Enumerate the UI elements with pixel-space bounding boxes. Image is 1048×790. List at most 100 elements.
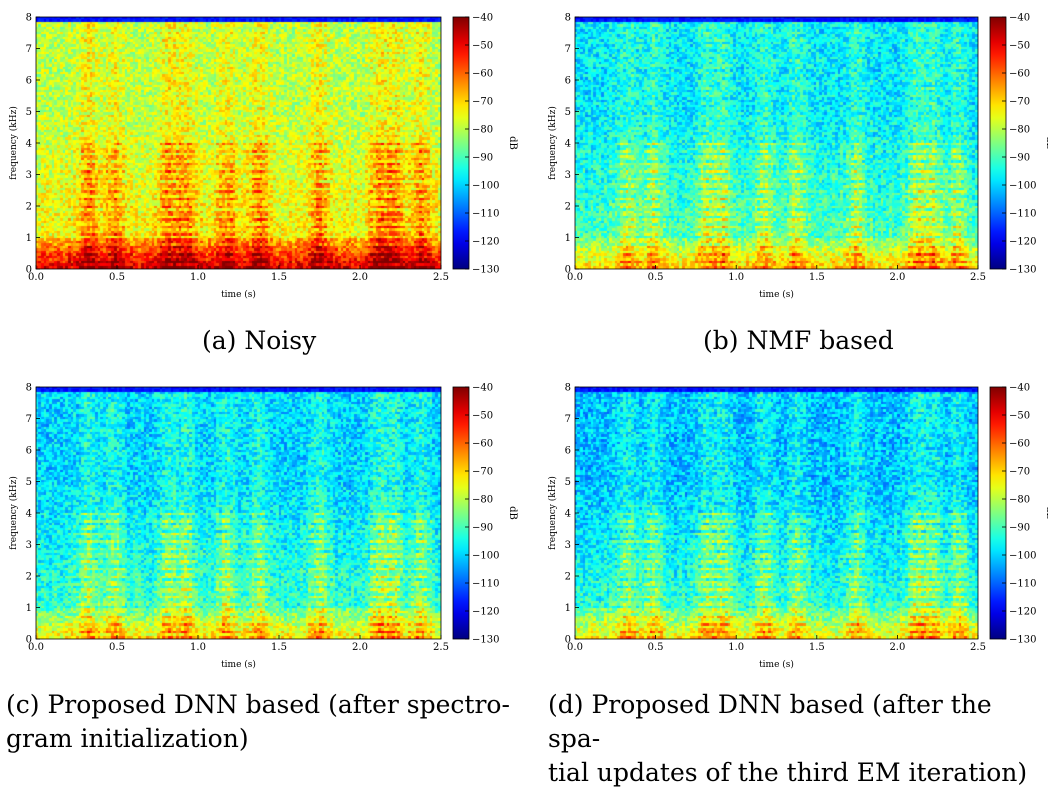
y-tick-label: 7 xyxy=(565,414,571,425)
y-tick-label: 6 xyxy=(26,446,32,457)
x-tick-label: 2.0 xyxy=(352,642,368,653)
colorbar-tick-label: −50 xyxy=(472,41,493,52)
y-tick-label: 1 xyxy=(26,603,32,614)
colorbar-tick-label: −100 xyxy=(1009,551,1036,562)
colorbar-tick-label: −80 xyxy=(472,125,493,136)
colorbar-tick-label: −110 xyxy=(1009,579,1036,590)
colorbar-label: dB xyxy=(507,506,518,520)
y-tick-label: 5 xyxy=(565,107,571,118)
colorbar-tick-label: −60 xyxy=(472,69,493,80)
colorbar-tick-label: −110 xyxy=(1009,209,1036,220)
x-tick-label: 0.0 xyxy=(567,272,583,283)
y-tick-label: 3 xyxy=(565,540,571,551)
y-tick-label: 4 xyxy=(26,509,32,520)
x-tick-label: 2.5 xyxy=(433,272,449,283)
x-tick-label: 2.5 xyxy=(970,642,986,653)
caption-c: (c) Proposed DNN based (after spectro- g… xyxy=(6,688,526,756)
colorbar-a xyxy=(452,16,470,270)
caption-d-line2: tial updates of the third EM iteration) xyxy=(548,758,1028,787)
colorbar-tick-label: −90 xyxy=(1009,523,1030,534)
x-tick-label: 0.5 xyxy=(648,272,664,283)
colorbar-tick-label: −130 xyxy=(1009,635,1036,646)
colorbar-tick-label: −100 xyxy=(1009,181,1036,192)
y-axis-label: frequency (kHz) xyxy=(547,476,558,550)
colorbar-tick-label: −50 xyxy=(1009,41,1030,52)
y-tick-label: 2 xyxy=(565,202,571,213)
x-tick-label: 2.5 xyxy=(970,272,986,283)
chart-a: 0.0 0.5 1.0 1.5 2.0 2.5 time (s) 0 1 2 3 4 5 6 7 8 frequ… xyxy=(8,13,518,301)
heatmap-c xyxy=(36,387,441,639)
x-axis-label: time (s) xyxy=(759,289,794,300)
y-tick-label: 1 xyxy=(565,603,571,614)
y-tick-label: 7 xyxy=(565,44,571,55)
x-tick-label: 0.0 xyxy=(28,642,44,653)
y-axis-label: frequency (kHz) xyxy=(547,106,558,180)
y-tick-label: 2 xyxy=(565,572,571,583)
y-tick-label: 3 xyxy=(26,170,32,181)
colorbar-tick-label: −50 xyxy=(1009,411,1030,422)
colorbar-c xyxy=(452,386,470,640)
colorbar-tick-label: −130 xyxy=(1009,265,1036,276)
y-tick-label: 0 xyxy=(565,265,571,276)
colorbar-tick-label: −120 xyxy=(1009,237,1036,248)
y-tick-label: 1 xyxy=(565,233,571,244)
x-tick-label: 2.5 xyxy=(433,642,449,653)
colorbar-tick-label: −80 xyxy=(472,495,493,506)
y-tick-label: 3 xyxy=(26,540,32,551)
x-tick-label: 1.5 xyxy=(271,272,287,283)
colorbar-tick-label: −40 xyxy=(472,383,493,394)
x-tick-label: 0.0 xyxy=(28,272,44,283)
caption-b: (b) NMF based xyxy=(703,326,894,355)
x-tick-label: 2.0 xyxy=(889,272,905,283)
chart-d: 0.0 0.5 1.0 1.5 2.0 2.5 time (s) 0 1 2 3 4 5 6 7 8 frequ… xyxy=(547,383,1048,671)
colorbar-tick-label: −120 xyxy=(1009,607,1036,618)
colorbar-tick-label: −80 xyxy=(1009,125,1030,136)
y-tick-label: 1 xyxy=(26,233,32,244)
x-axis-label: time (s) xyxy=(221,289,256,300)
colorbar-tick-label: −120 xyxy=(472,607,499,618)
y-tick-label: 0 xyxy=(26,635,32,646)
y-tick-label: 5 xyxy=(565,477,571,488)
colorbar-tick-label: −60 xyxy=(1009,69,1030,80)
colorbar-b xyxy=(989,16,1007,270)
y-tick-label: 2 xyxy=(26,572,32,583)
heatmap-a xyxy=(36,17,441,269)
colorbar-tick-label: −40 xyxy=(472,13,493,24)
y-tick-label: 7 xyxy=(26,44,32,55)
heatmap-b xyxy=(575,17,978,269)
heatmap-d xyxy=(575,387,978,639)
colorbar-label: dB xyxy=(1044,506,1048,520)
y-tick-label: 8 xyxy=(565,13,571,24)
colorbar-tick-label: −70 xyxy=(1009,97,1030,108)
colorbar-tick-label: −60 xyxy=(472,439,493,450)
colorbar-d xyxy=(989,386,1007,640)
y-tick-label: 4 xyxy=(26,139,32,150)
caption-a: (a) Noisy xyxy=(202,326,317,355)
y-tick-label: 2 xyxy=(26,202,32,213)
y-tick-label: 0 xyxy=(26,265,32,276)
colorbar-label: dB xyxy=(1044,136,1048,150)
x-axis-label: time (s) xyxy=(221,659,256,670)
chart-b: 0.0 0.5 1.0 1.5 2.0 2.5 time (s) 0 1 2 3 4 5 6 7 8 frequ… xyxy=(547,13,1048,301)
x-tick-label: 0.5 xyxy=(648,642,664,653)
colorbar-tick-label: −120 xyxy=(472,237,499,248)
colorbar-tick-label: −40 xyxy=(1009,13,1030,24)
colorbar-tick-label: −90 xyxy=(472,523,493,534)
colorbar-tick-label: −110 xyxy=(472,209,499,220)
y-tick-label: 6 xyxy=(565,446,571,457)
y-axis-label: frequency (kHz) xyxy=(8,476,19,550)
y-tick-label: 7 xyxy=(26,414,32,425)
y-tick-label: 0 xyxy=(565,635,571,646)
x-tick-label: 0.5 xyxy=(109,272,125,283)
colorbar-tick-label: −90 xyxy=(1009,153,1030,164)
caption-d-line1: (d) Proposed DNN based (after the spa- xyxy=(548,690,992,753)
colorbar-tick-label: −130 xyxy=(472,265,499,276)
colorbar-tick-label: −100 xyxy=(472,181,499,192)
y-tick-label: 8 xyxy=(26,383,32,394)
colorbar-tick-label: −60 xyxy=(1009,439,1030,450)
chart-c: 0.0 0.5 1.0 1.5 2.0 2.5 time (s) 0 1 2 3 4 5 6 7 8 frequ… xyxy=(8,383,518,671)
y-tick-label: 6 xyxy=(565,76,571,87)
x-tick-label: 1.0 xyxy=(190,642,206,653)
y-axis-label: frequency (kHz) xyxy=(8,106,19,180)
x-tick-label: 2.0 xyxy=(352,272,368,283)
